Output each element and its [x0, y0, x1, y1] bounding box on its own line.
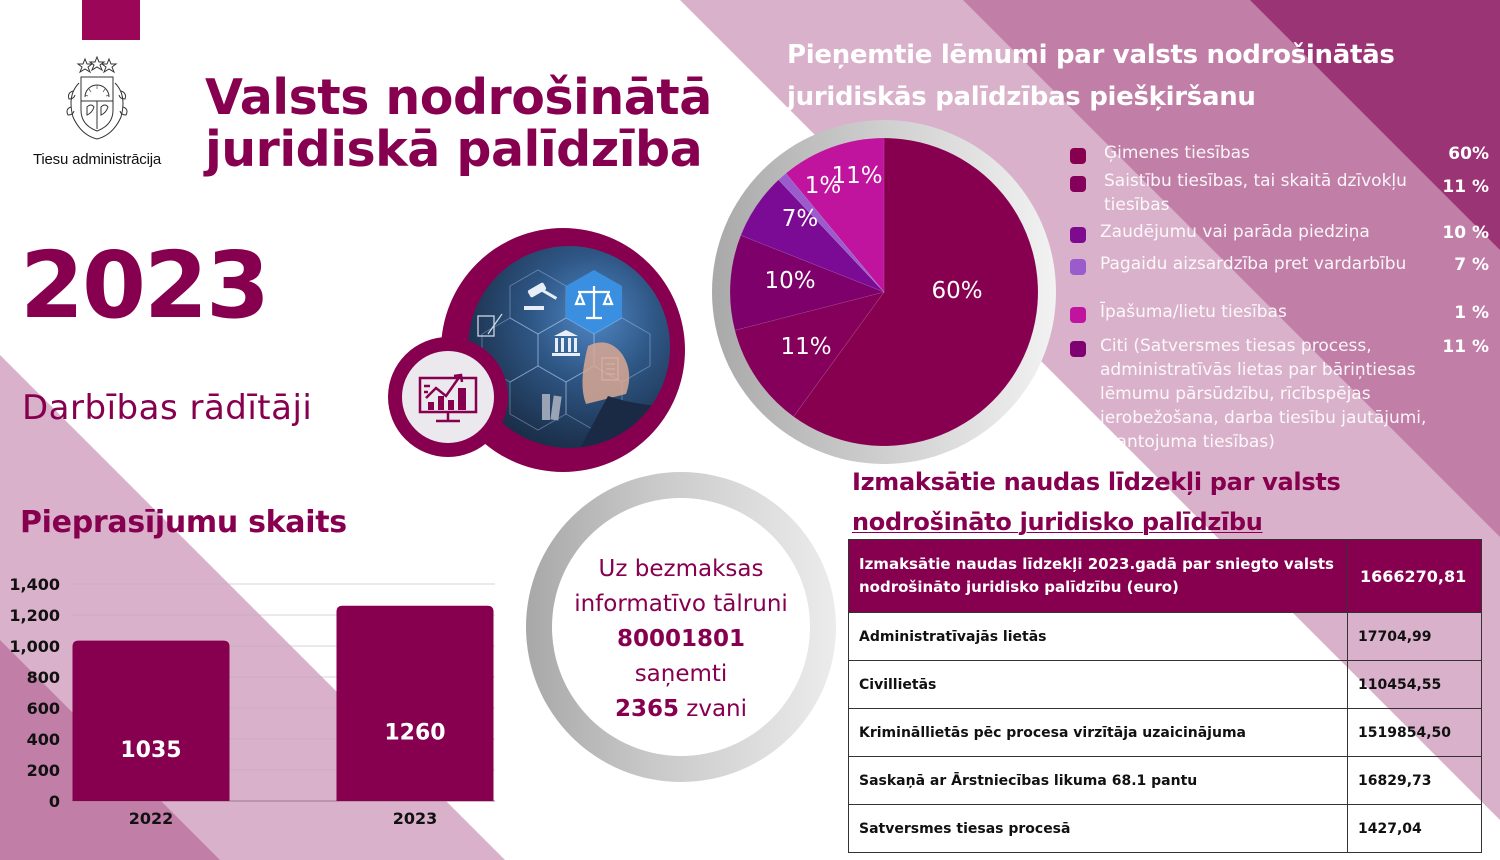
- y-axis-tick: 0: [49, 792, 60, 811]
- decisions-title-line1: Pieņemtie lēmumi par valsts nodrošinātās: [787, 40, 1395, 70]
- row-label: Satversmes tiesas procesā: [848, 804, 1348, 853]
- scales-of-justice-icon: [574, 286, 614, 320]
- report-year: 2023: [20, 232, 270, 339]
- table-row: Satversmes tiesas procesā 1427,04: [848, 804, 1482, 853]
- organization-name: Tiesu administrācija: [33, 151, 161, 168]
- decisions-title-line2: juridiskās palīdzības piešķiršanu: [787, 82, 1256, 112]
- pie-slice-label: 11%: [831, 163, 882, 189]
- row-value: 17704,99: [1347, 612, 1482, 661]
- legend-label: Saistību tiesības, tai skaitā dzīvokļu t…: [1104, 171, 1407, 215]
- courthouse-icon: [552, 330, 580, 356]
- requests-chart-title: Pieprasījumu skaits: [20, 505, 347, 540]
- payments-table: Izmaksātie naudas līdzekļi 2023.gadā par…: [848, 539, 1482, 853]
- phone-info-circle: [552, 498, 810, 756]
- y-axis-tick: 1,200: [9, 606, 60, 625]
- row-value: 1427,04: [1347, 804, 1482, 853]
- total-value: 1666270,81: [1347, 539, 1482, 613]
- report-subtitle: Darbības rādītāji: [22, 388, 313, 428]
- pie-slice: [729, 234, 885, 331]
- pie-slice-label: 60%: [931, 278, 982, 304]
- row-value: 110454,55: [1347, 660, 1482, 709]
- pie-slice: [793, 137, 1039, 447]
- gavel-icon: [524, 282, 558, 310]
- table-header-row: Izmaksātie naudas līdzekļi 2023.gadā par…: [848, 539, 1482, 613]
- bar-value-label: 1035: [120, 738, 181, 763]
- table-row: Civillietās 110454,55: [848, 660, 1482, 709]
- legend-swatch: [1070, 259, 1086, 275]
- page-title-line1: Valsts nodrošinātā: [205, 69, 712, 126]
- legend-swatch: [1070, 227, 1086, 243]
- phone-line2: informatīvo tālruni: [574, 591, 788, 617]
- pie-slice: [740, 179, 885, 293]
- pie-slice: [785, 137, 885, 293]
- requests-bar-chart: 0 200 400 600 800 1,000 1,200 1,400 1035 2022 1260…: [0, 570, 520, 840]
- legend-swatch: [1070, 341, 1086, 357]
- decisions-pie-chart: 60% 11% 10% 7% 1% 11%: [710, 118, 1058, 466]
- legend-value: 11 %: [1442, 337, 1489, 357]
- organization-logo: Tiesu administrācija: [22, 55, 172, 180]
- legend-value: 10 %: [1442, 223, 1489, 243]
- legend-label: Ģimenes tiesības: [1104, 143, 1250, 163]
- pie-slice: [734, 291, 885, 418]
- page-title: Valsts nodrošinātā juridiskā palīdzība: [205, 72, 712, 176]
- y-axis-tick: 600: [27, 699, 60, 718]
- x-axis-category: 2023: [393, 809, 438, 828]
- phone-line1: Uz bezmaksas: [598, 556, 764, 582]
- legend-swatch: [1070, 176, 1086, 192]
- legend-label: Īpašuma/lietu tiesības: [1100, 302, 1287, 322]
- row-label: Administratīvajās lietās: [848, 612, 1348, 661]
- legend-value: 11 %: [1442, 177, 1489, 197]
- pie-slice-label: 1%: [805, 173, 842, 199]
- latvian-coat-of-arms-icon: [66, 55, 128, 140]
- x-axis-category: 2022: [129, 809, 174, 828]
- y-axis-tick: 800: [27, 668, 60, 687]
- binders-icon: [542, 394, 562, 421]
- legend-value: 1 %: [1454, 303, 1489, 323]
- pie-slice-label: 10%: [764, 268, 815, 294]
- row-value: 1519854,50: [1347, 708, 1482, 757]
- analytics-badge: [402, 351, 494, 443]
- legend-label: Citi (Satversmes tiesas process, adminis…: [1100, 336, 1427, 452]
- legend-label: Pagaidu aizsardzība pret vardarbību: [1100, 254, 1407, 274]
- legend-swatch: [1070, 307, 1086, 323]
- total-label: Izmaksātie naudas līdzekļi 2023.gadā par…: [848, 539, 1348, 613]
- decisions-title: Pieņemtie lēmumi par valsts nodrošinātās…: [787, 34, 1395, 118]
- row-value: 16829,73: [1347, 756, 1482, 805]
- pie-slice-label: 7%: [782, 206, 819, 232]
- y-axis-tick: 200: [27, 761, 60, 780]
- payments-title-line2: nodrošināto juridisko palīdzību: [852, 508, 1263, 536]
- y-axis-tick: 400: [27, 730, 60, 749]
- document-signing-icon: [477, 313, 503, 337]
- legend-swatch: [1070, 148, 1086, 164]
- bar-value-label: 1260: [384, 720, 445, 745]
- phone-line4: saņemti: [634, 661, 728, 687]
- calls-count: 2365: [614, 696, 679, 722]
- y-axis-tick: 1,400: [9, 575, 60, 594]
- table-row: Krimināllietās pēc procesa virzītāja uza…: [848, 708, 1482, 757]
- page-title-line2: juridiskā palīdzība: [205, 121, 703, 178]
- phone-info-text: Uz bezmaksas informatīvo tālruni 8000180…: [540, 552, 822, 727]
- legend-label: Zaudējumu vai parāda piedziņa: [1100, 222, 1370, 242]
- pie-slice: [778, 172, 885, 293]
- legend-value: 7 %: [1454, 255, 1489, 275]
- pie-slice-label: 11%: [780, 334, 831, 360]
- payments-title: Izmaksātie naudas līdzekļi par valsts no…: [852, 462, 1341, 542]
- bar: [72, 640, 230, 801]
- payments-title-line1: Izmaksātie naudas līdzekļi par valsts: [852, 468, 1341, 496]
- hotline-number: 80001801: [616, 626, 746, 652]
- legend-value: 60%: [1448, 144, 1489, 164]
- table-row: Saskaņā ar Ārstniecības likuma 68.1 pant…: [848, 756, 1482, 805]
- y-axis-tick: 1,000: [9, 637, 60, 656]
- row-label: Saskaņā ar Ārstniecības likuma 68.1 pant…: [848, 756, 1348, 805]
- analytics-monitor-icon: [418, 373, 478, 423]
- table-row: Administratīvajās lietās 17704,99: [848, 612, 1482, 661]
- row-label: Civillietās: [848, 660, 1348, 709]
- bar: [336, 605, 494, 801]
- calls-suffix: zvani: [678, 696, 748, 722]
- row-label: Krimināllietās pēc procesa virzītāja uza…: [848, 708, 1348, 757]
- brand-accent-square: [82, 0, 140, 40]
